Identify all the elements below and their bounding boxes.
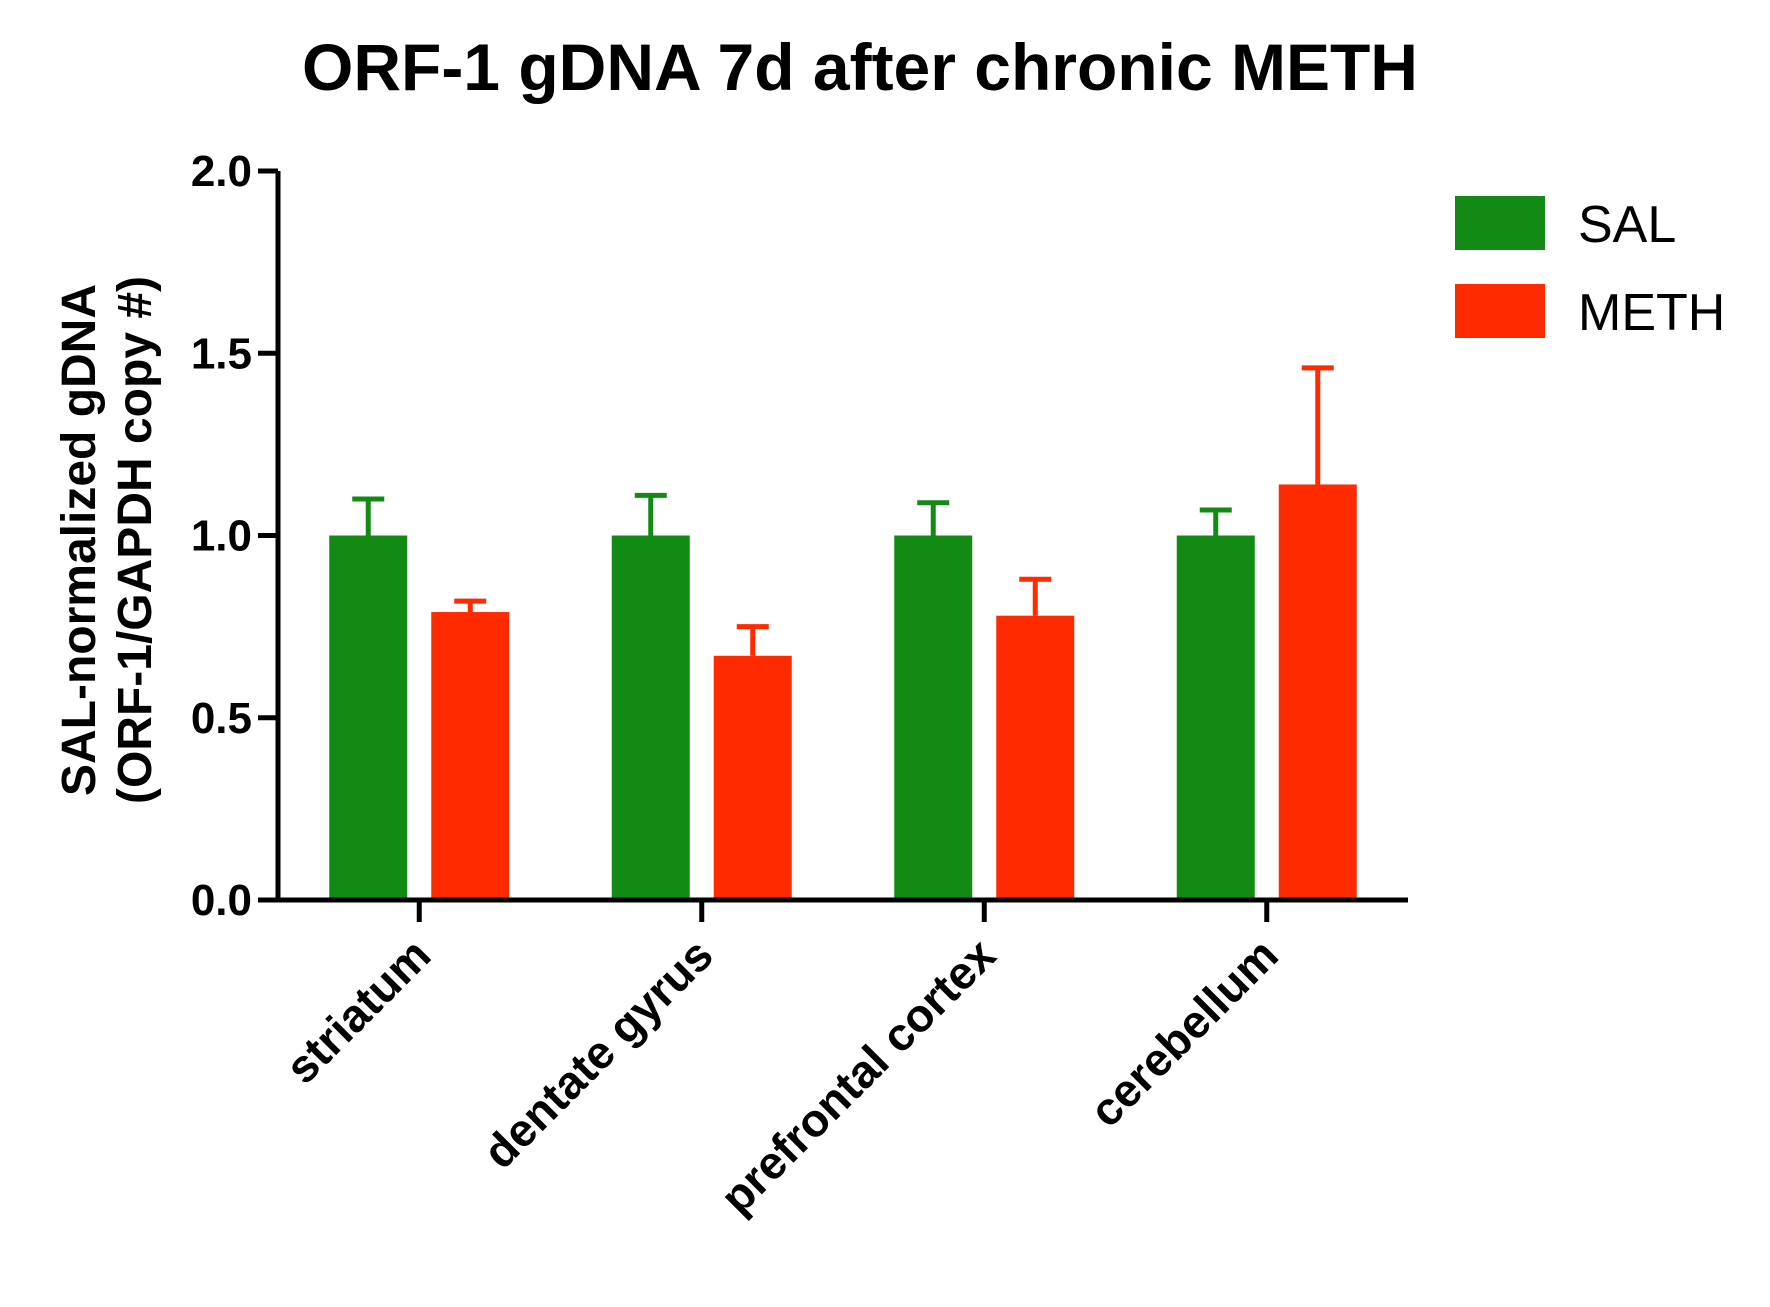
legend-swatch-sal — [1455, 196, 1545, 250]
x-tick-label: cerebellum — [1079, 928, 1288, 1137]
x-tick-label: striatum — [275, 928, 440, 1093]
chart-title: ORF-1 gDNA 7d after chronic METH — [302, 30, 1418, 104]
legend-label-sal: SAL — [1578, 196, 1676, 254]
bars-group — [329, 365, 1357, 900]
bar-meth-1 — [431, 612, 510, 900]
bar-sal-2 — [611, 535, 690, 900]
y-tick-label: 0.0 — [191, 876, 252, 925]
legend-swatch-meth — [1455, 284, 1545, 338]
bar-meth-2 — [713, 655, 792, 900]
y-axis-label-line-1: SAL-normalized gDNA — [53, 284, 106, 796]
bar-sal-1 — [329, 535, 408, 900]
legend: SAL METH — [1455, 196, 1725, 342]
x-tick-label: dentate gyrus — [473, 928, 723, 1178]
y-tick-label: 1.0 — [191, 512, 252, 561]
bar-meth-3 — [996, 615, 1075, 900]
bar-sal-4 — [1176, 535, 1255, 900]
y-axis-label: SAL-normalized gDNA (ORF-1/GAPDH copy #) — [53, 276, 162, 804]
bar-sal-3 — [894, 535, 973, 900]
bar-meth-4 — [1278, 484, 1357, 900]
y-axis-label-line-2: (ORF-1/GAPDH copy #) — [109, 276, 162, 804]
legend-label-meth: METH — [1578, 284, 1725, 342]
x-tick-label: prefrontal cortex — [710, 928, 1006, 1224]
y-tick-label: 1.5 — [191, 329, 252, 378]
y-tick-label: 0.5 — [191, 694, 252, 743]
y-tick-label: 2.0 — [191, 147, 252, 196]
